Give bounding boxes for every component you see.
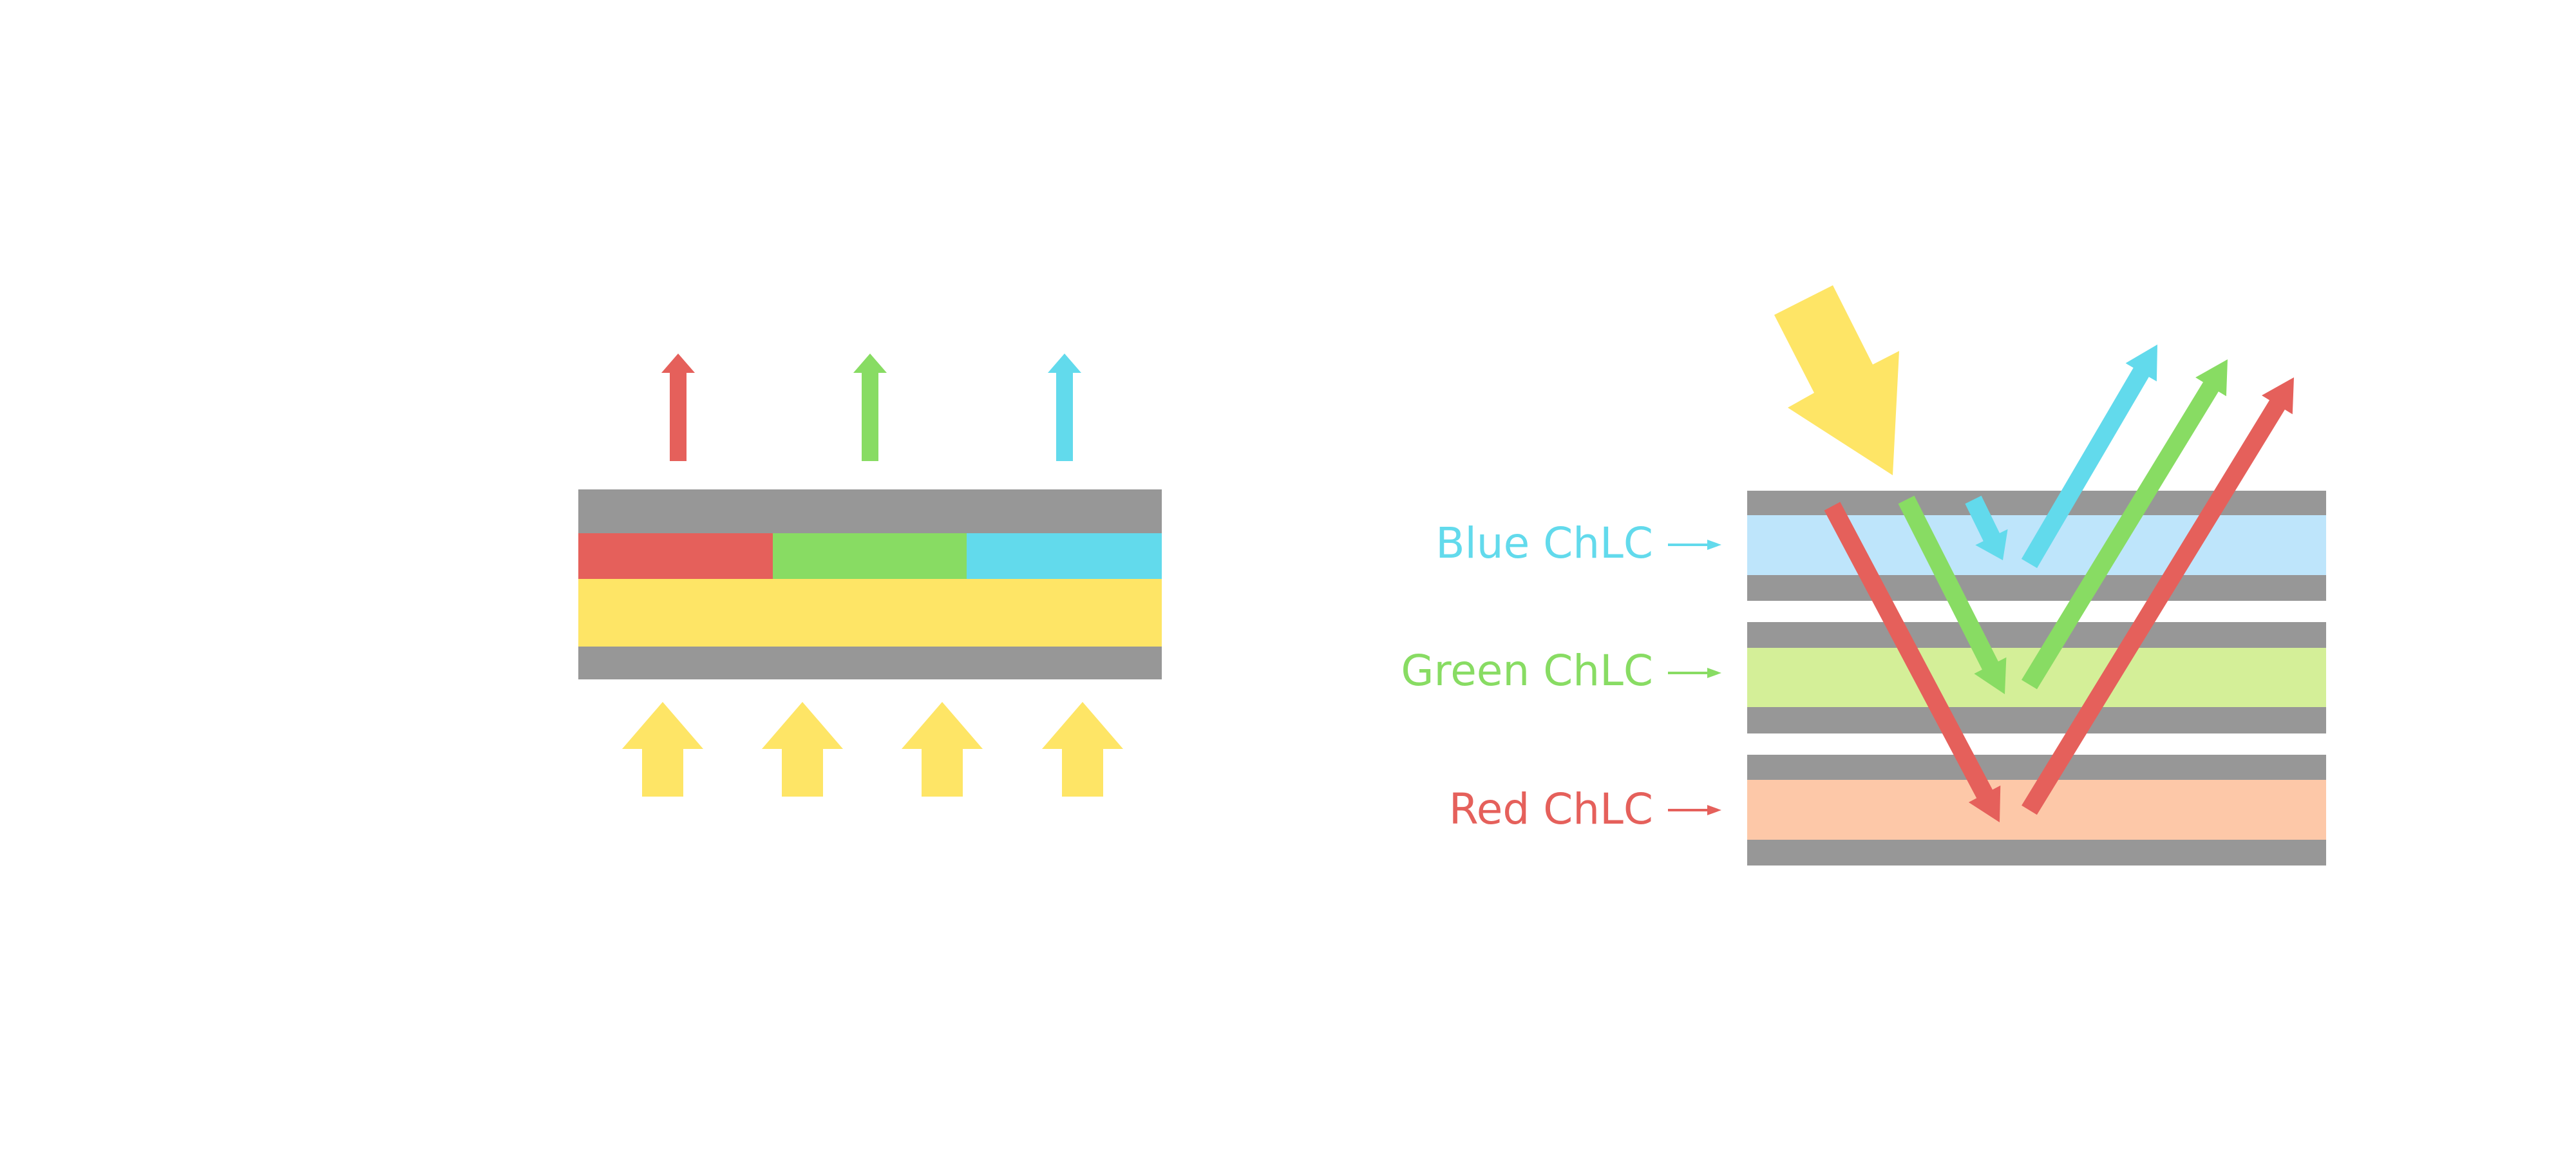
incident-light-arrow [1774,285,1899,475]
green-chlc-label: Green ChLC [1401,646,1653,695]
green-reflected-arrow [2022,359,2228,690]
backlight-arrow-3 [902,702,983,797]
color-filter-stack [578,489,1162,679]
red-incident-arrow [1824,502,2001,822]
green-cell-bottom-glass [1747,707,2326,733]
blue-chlc-label: Blue ChLC [1435,518,1653,568]
red-output-arrow [661,354,695,461]
bottom-glass-layer [578,647,1162,679]
green-incident-arrow [1898,495,2007,694]
backlight-arrow-4 [1042,702,1123,797]
blue-reflected-arrow [2021,345,2157,569]
green-label-pointer-arrow [1668,668,1721,678]
blue-cell-bottom-glass [1747,575,2326,601]
blue-output-arrow [1048,354,1081,461]
red-filter [578,533,773,579]
red-cell-bottom-glass [1747,840,2326,866]
red-cell-top-glass [1747,755,2326,780]
label-pointers [1668,540,1721,815]
left-arrows [622,354,1123,797]
backlight-arrow-2 [762,702,843,797]
red-chlc-label: Red ChLC [1449,784,1653,834]
backlight-arrow-1 [622,702,703,797]
red-reflected-arrow [2022,377,2294,815]
blue-incident-arrow [1965,495,2008,560]
green-filter [773,533,967,579]
backlight-layer [578,579,1162,647]
blue-label-pointer-arrow [1668,540,1721,550]
green-cell-top-glass [1747,622,2326,648]
blue-filter [967,533,1162,579]
reflection-arrows [1824,345,2294,822]
top-glass-layer [578,489,1162,533]
red-label-pointer-arrow [1668,805,1721,815]
green-output-arrow [853,354,887,461]
